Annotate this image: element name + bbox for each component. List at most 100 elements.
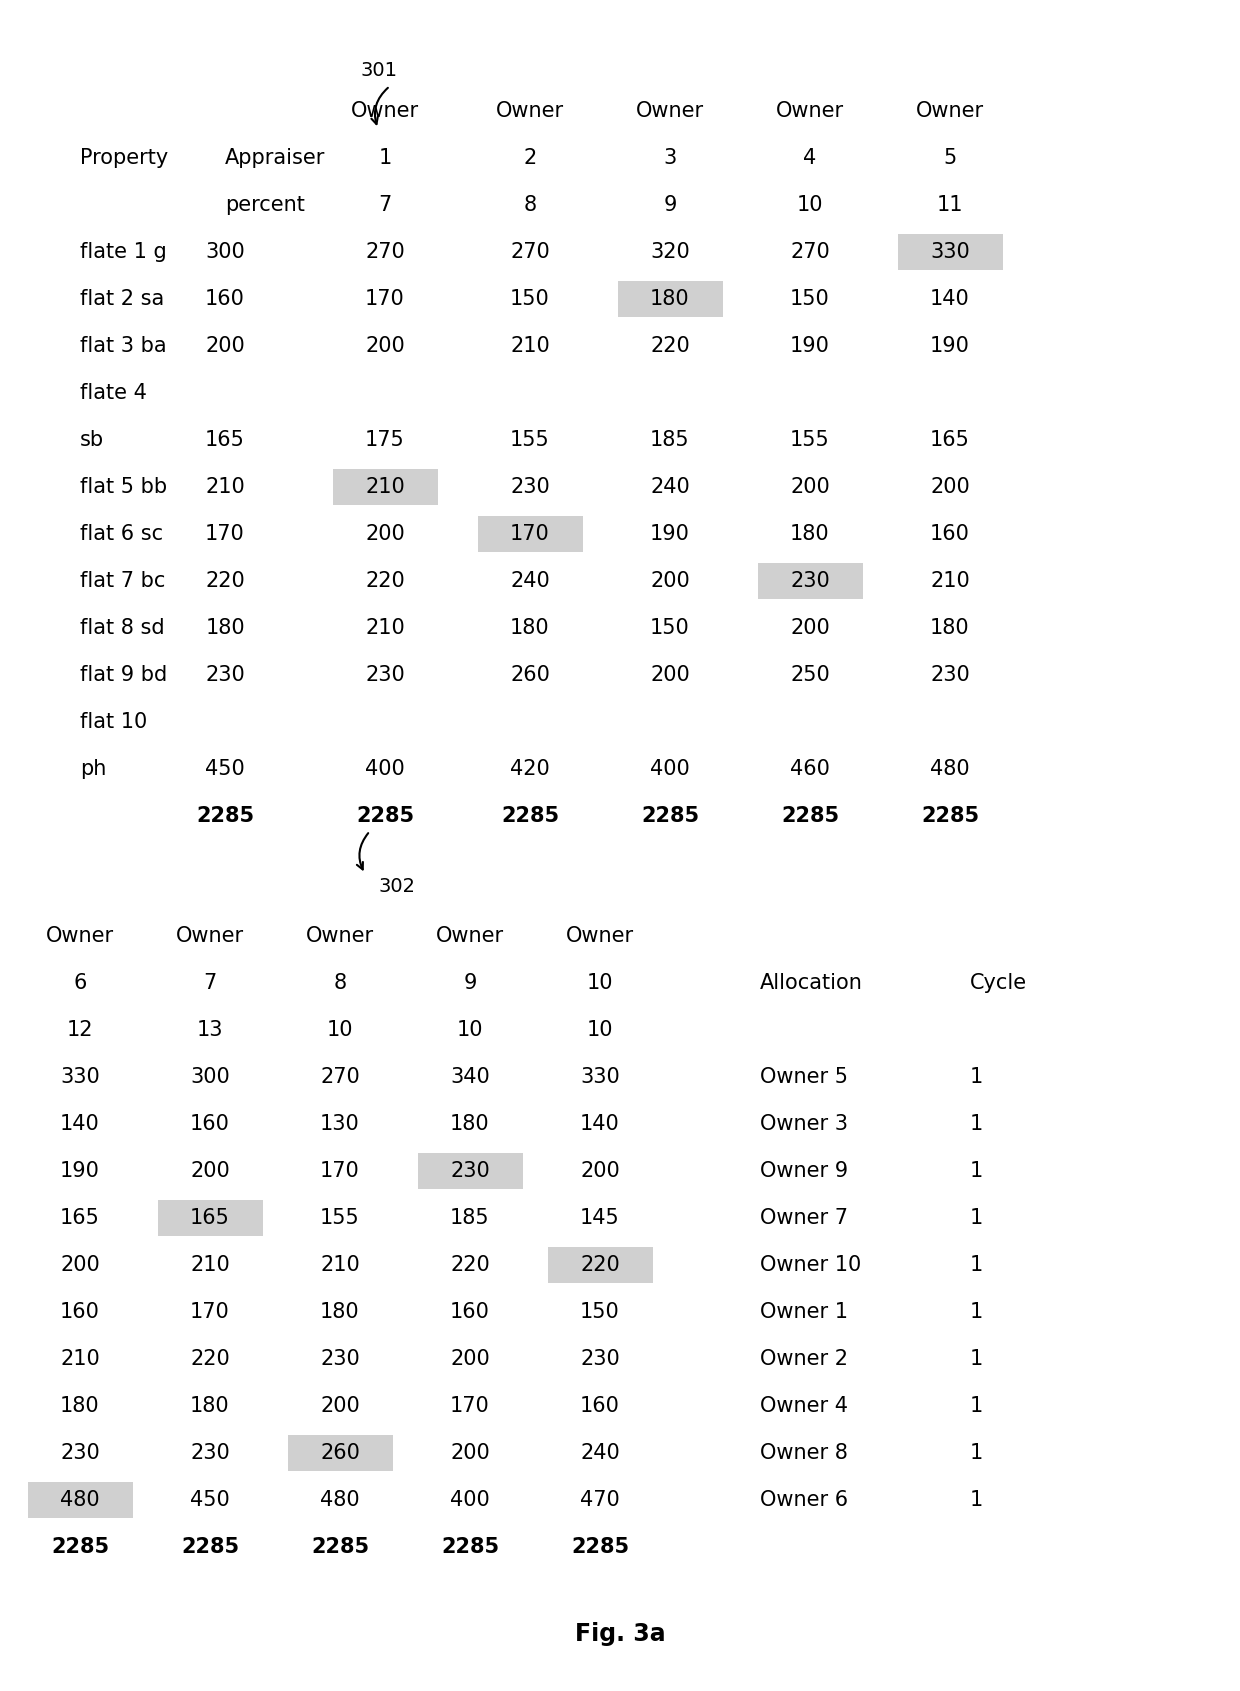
Text: 10: 10	[327, 1020, 353, 1040]
Text: 160: 160	[580, 1397, 620, 1415]
Text: 2285: 2285	[501, 807, 559, 825]
Text: 250: 250	[790, 665, 830, 685]
Text: 220: 220	[450, 1255, 490, 1275]
Text: 155: 155	[320, 1207, 360, 1228]
Text: 2285: 2285	[441, 1537, 498, 1557]
FancyArrowPatch shape	[372, 88, 388, 123]
Text: 1: 1	[970, 1490, 983, 1510]
Text: 230: 230	[510, 477, 549, 497]
Text: 200: 200	[320, 1397, 360, 1415]
Text: 140: 140	[580, 1114, 620, 1135]
Text: 210: 210	[930, 572, 970, 590]
Text: 8: 8	[523, 194, 537, 215]
Text: 200: 200	[580, 1162, 620, 1180]
Text: 150: 150	[790, 289, 830, 309]
Text: Owner 3: Owner 3	[760, 1114, 848, 1135]
Text: 200: 200	[790, 617, 830, 638]
Text: 2285: 2285	[921, 807, 980, 825]
Text: Fig. 3a: Fig. 3a	[574, 1622, 666, 1645]
Text: 400: 400	[365, 759, 405, 780]
Text: 220: 220	[365, 572, 405, 590]
Bar	[288, 1436, 393, 1471]
Text: 400: 400	[450, 1490, 490, 1510]
Text: 330: 330	[60, 1067, 100, 1087]
Text: 470: 470	[580, 1490, 620, 1510]
Text: 240: 240	[510, 572, 549, 590]
Text: 301: 301	[360, 61, 397, 81]
Text: 200: 200	[450, 1349, 490, 1370]
Text: Appraiser: Appraiser	[224, 149, 325, 167]
Text: flat 3 ba: flat 3 ba	[81, 337, 166, 357]
Text: 1: 1	[970, 1397, 983, 1415]
Text: Cycle: Cycle	[970, 972, 1027, 993]
Text: 3: 3	[663, 149, 677, 167]
Text: 2285: 2285	[641, 807, 699, 825]
Text: flat 7 bc: flat 7 bc	[81, 572, 165, 590]
Text: 210: 210	[190, 1255, 229, 1275]
Text: 480: 480	[930, 759, 970, 780]
Text: Property: Property	[81, 149, 169, 167]
Text: 2285: 2285	[196, 807, 254, 825]
Text: 480: 480	[320, 1490, 360, 1510]
Text: 200: 200	[790, 477, 830, 497]
Text: 170: 170	[510, 524, 549, 545]
Text: 145: 145	[580, 1207, 620, 1228]
Text: Owner 10: Owner 10	[760, 1255, 862, 1275]
Text: flat 2 sa: flat 2 sa	[81, 289, 164, 309]
Text: 480: 480	[61, 1490, 99, 1510]
Text: Owner 5: Owner 5	[760, 1067, 848, 1087]
Text: 2285: 2285	[781, 807, 839, 825]
Text: 2285: 2285	[51, 1537, 109, 1557]
Text: 210: 210	[365, 617, 405, 638]
Text: 450: 450	[205, 759, 244, 780]
Text: 175: 175	[365, 430, 405, 450]
Text: 10: 10	[797, 194, 823, 215]
Text: Owner 1: Owner 1	[760, 1302, 848, 1322]
Text: 1: 1	[970, 1207, 983, 1228]
Text: 150: 150	[510, 289, 549, 309]
Text: 140: 140	[930, 289, 970, 309]
Text: 270: 270	[790, 242, 830, 262]
Text: flate 1 g: flate 1 g	[81, 242, 166, 262]
Text: Owner: Owner	[565, 927, 634, 945]
Text: 210: 210	[510, 337, 549, 357]
Bar	[418, 1153, 522, 1189]
Text: 230: 230	[60, 1442, 100, 1463]
Text: Owner: Owner	[46, 927, 114, 945]
Text: 170: 170	[190, 1302, 229, 1322]
FancyArrowPatch shape	[357, 834, 368, 869]
Text: 160: 160	[60, 1302, 100, 1322]
Text: 230: 230	[190, 1442, 229, 1463]
Text: Owner 8: Owner 8	[760, 1442, 848, 1463]
Text: 165: 165	[930, 430, 970, 450]
Text: 160: 160	[205, 289, 246, 309]
Text: flat 8 sd: flat 8 sd	[81, 617, 165, 638]
Text: 190: 190	[650, 524, 689, 545]
Text: Owner: Owner	[916, 101, 985, 122]
Text: 460: 460	[790, 759, 830, 780]
Text: 420: 420	[510, 759, 549, 780]
Text: 1: 1	[970, 1067, 983, 1087]
Text: 8: 8	[334, 972, 346, 993]
Text: 160: 160	[450, 1302, 490, 1322]
Text: flat 10: flat 10	[81, 712, 148, 732]
Text: 240: 240	[580, 1442, 620, 1463]
Text: 170: 170	[450, 1397, 490, 1415]
Text: 260: 260	[510, 665, 549, 685]
Text: 155: 155	[790, 430, 830, 450]
Text: 230: 230	[450, 1162, 490, 1180]
Text: 185: 185	[450, 1207, 490, 1228]
Text: 270: 270	[320, 1067, 360, 1087]
Text: 230: 230	[580, 1349, 620, 1370]
Text: 1: 1	[970, 1302, 983, 1322]
Text: Owner: Owner	[496, 101, 564, 122]
Text: 1: 1	[970, 1255, 983, 1275]
Text: 270: 270	[510, 242, 549, 262]
Text: 230: 230	[320, 1349, 360, 1370]
Text: 180: 180	[650, 289, 689, 309]
Text: Owner: Owner	[636, 101, 704, 122]
Text: 10: 10	[587, 1020, 614, 1040]
Text: 150: 150	[650, 617, 689, 638]
Text: 150: 150	[580, 1302, 620, 1322]
Text: 9: 9	[663, 194, 677, 215]
